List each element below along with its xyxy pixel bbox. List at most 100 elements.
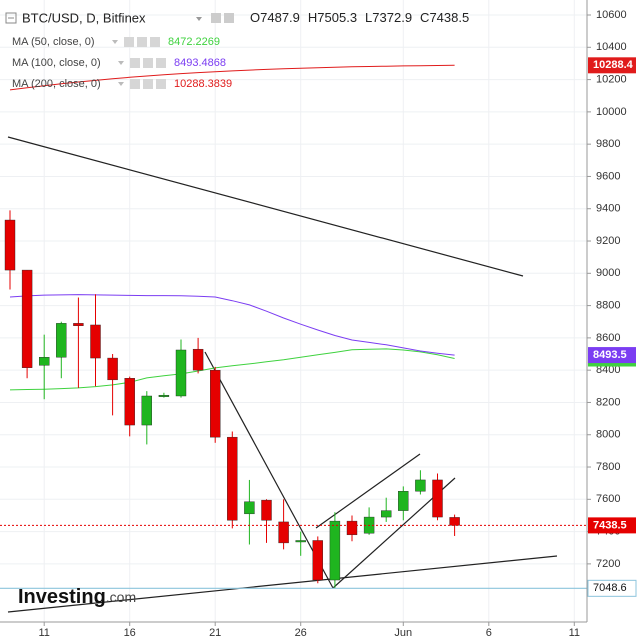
ohlc-letter: H (308, 10, 317, 25)
y-tick-label: 8600 (596, 332, 620, 344)
candle-body (244, 501, 255, 515)
icon[interactable] (211, 13, 221, 23)
legend-icon (156, 58, 166, 68)
candle-body (415, 479, 426, 492)
ohlc-letter: L (365, 10, 372, 25)
candle-body (73, 323, 84, 326)
candle-body (381, 510, 392, 518)
legend-icon (143, 79, 153, 89)
x-tick-label: Jun (394, 627, 412, 639)
price-label: 7438.5 (593, 519, 627, 531)
candle-body (432, 479, 443, 518)
y-tick-label: 9800 (596, 138, 620, 150)
watermark: Investing.com (18, 586, 136, 608)
dropdown-icon (118, 82, 124, 86)
dropdown-icon[interactable] (196, 17, 202, 21)
legend-value: 8493.4868 (174, 57, 226, 69)
x-tick-label: 6 (486, 627, 492, 639)
candle-body (398, 491, 409, 511)
candle-body (124, 378, 135, 426)
trend-line (7, 555, 558, 613)
legend-icon (150, 37, 160, 47)
candle-body (21, 269, 33, 368)
y-tick-label: 8400 (596, 364, 620, 376)
trend-lines (7, 136, 558, 613)
y-tick-label: 8200 (596, 396, 620, 408)
candle-body (107, 357, 118, 381)
candle-body (141, 395, 153, 426)
ohlc-value: 7438.5 (429, 10, 469, 25)
ma-line (9, 294, 455, 356)
price-axis: 7200740076007800800082008400860088009000… (0, 0, 627, 639)
legend-icon (156, 79, 166, 89)
legend-value: 10288.3839 (174, 78, 232, 90)
candle-body (261, 499, 272, 521)
candle-body (209, 369, 221, 438)
y-tick-label: 9400 (596, 203, 620, 215)
y-tick-label: 8800 (596, 299, 620, 311)
y-tick-label: 9600 (596, 170, 620, 182)
candle-body (312, 540, 323, 581)
x-tick-label: 16 (124, 627, 136, 639)
candle-body (346, 520, 358, 536)
price-label: 10288.4 (593, 59, 634, 71)
y-tick-label: 7800 (596, 461, 620, 473)
price-label-box (588, 57, 636, 74)
watermark-text: Investing (18, 586, 106, 608)
legend-icon (143, 58, 153, 68)
candle-body (192, 348, 204, 371)
legend-value: 8472.2269 (168, 36, 220, 48)
legend-icon (137, 37, 147, 47)
symbol-title: BTC/USD, D, Bitfinex (22, 10, 146, 25)
y-tick-label: 10600 (596, 9, 627, 21)
grid (0, 0, 587, 622)
dropdown-icon (112, 40, 118, 44)
x-tick-label: 11 (569, 627, 580, 639)
legend-icon (130, 79, 140, 89)
x-tick-label: 26 (295, 627, 307, 639)
y-tick-label: 7600 (596, 493, 620, 505)
candle-body (90, 324, 101, 359)
y-tick-label: 10000 (596, 106, 627, 118)
candle-body (4, 219, 16, 271)
trend-line (204, 351, 334, 589)
candle-body (56, 323, 67, 358)
price-label-box (588, 517, 636, 534)
icon[interactable] (224, 13, 234, 23)
candle-body (278, 521, 289, 544)
ohlc-letter: O (250, 10, 260, 25)
ohlc-value: 7505.3 (317, 10, 357, 25)
ohlc-letter: C (420, 10, 429, 25)
y-tick-label: 9000 (596, 267, 620, 279)
ohlc-value: 7372.9 (372, 10, 412, 25)
candle-body (329, 520, 341, 581)
trend-line (315, 453, 421, 529)
candle-body (227, 436, 238, 521)
candle-body (39, 357, 50, 366)
candle-body (175, 349, 187, 397)
x-tick-label: 11 (38, 627, 49, 639)
collapse-icon[interactable] (5, 12, 17, 24)
watermark: Investing.com (18, 586, 136, 608)
trend-line (7, 136, 524, 277)
y-tick-label: 10400 (596, 41, 627, 53)
price-label-box (587, 579, 637, 597)
ma-line (9, 348, 455, 391)
ohlc-value: 7487.9 (260, 10, 300, 25)
price-label: 7048.6 (593, 582, 627, 594)
x-tick-label: 21 (209, 627, 221, 639)
ma-line (9, 64, 455, 91)
candle-body (295, 540, 306, 543)
legend-name: MA (100, close, 0) (12, 57, 101, 69)
dropdown-icon (118, 61, 124, 65)
candle-body (158, 394, 170, 397)
watermark-suffix: .com (106, 589, 136, 605)
plot (0, 64, 587, 589)
y-tick-label: 10200 (596, 73, 627, 85)
price-label-box (588, 347, 636, 364)
y-tick-label: 8000 (596, 429, 620, 441)
ohlc: O7487.9 H7505.3 L7372.9 C7438.5 (250, 10, 469, 25)
y-tick-label: 7200 (596, 558, 620, 570)
